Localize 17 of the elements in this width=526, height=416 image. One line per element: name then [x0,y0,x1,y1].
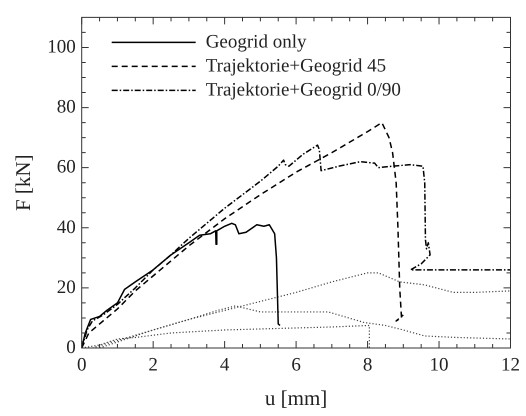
y-tick-label: 0 [66,336,76,358]
legend-label: Trajektorie+Geogrid 45 [206,55,386,76]
y-tick-label: 20 [56,276,76,298]
x-tick-label: 2 [148,354,158,376]
x-tick-label: 10 [430,354,449,376]
x-tick-label: 12 [501,354,520,376]
y-axis-title: F [kN] [11,154,36,211]
y-tick-label: 60 [56,156,76,178]
y-tick-label: 80 [56,96,76,118]
legend-label: Trajektorie+Geogrid 0/90 [206,79,401,100]
x-tick-label: 6 [291,354,301,376]
x-axis-title: u [mm] [264,386,328,410]
legend-label: Geogrid only [206,31,307,52]
y-tick-label: 40 [56,216,76,238]
x-tick-label: 4 [220,354,230,376]
x-tick-label: 8 [362,354,372,376]
y-tick-label: 100 [47,36,76,58]
